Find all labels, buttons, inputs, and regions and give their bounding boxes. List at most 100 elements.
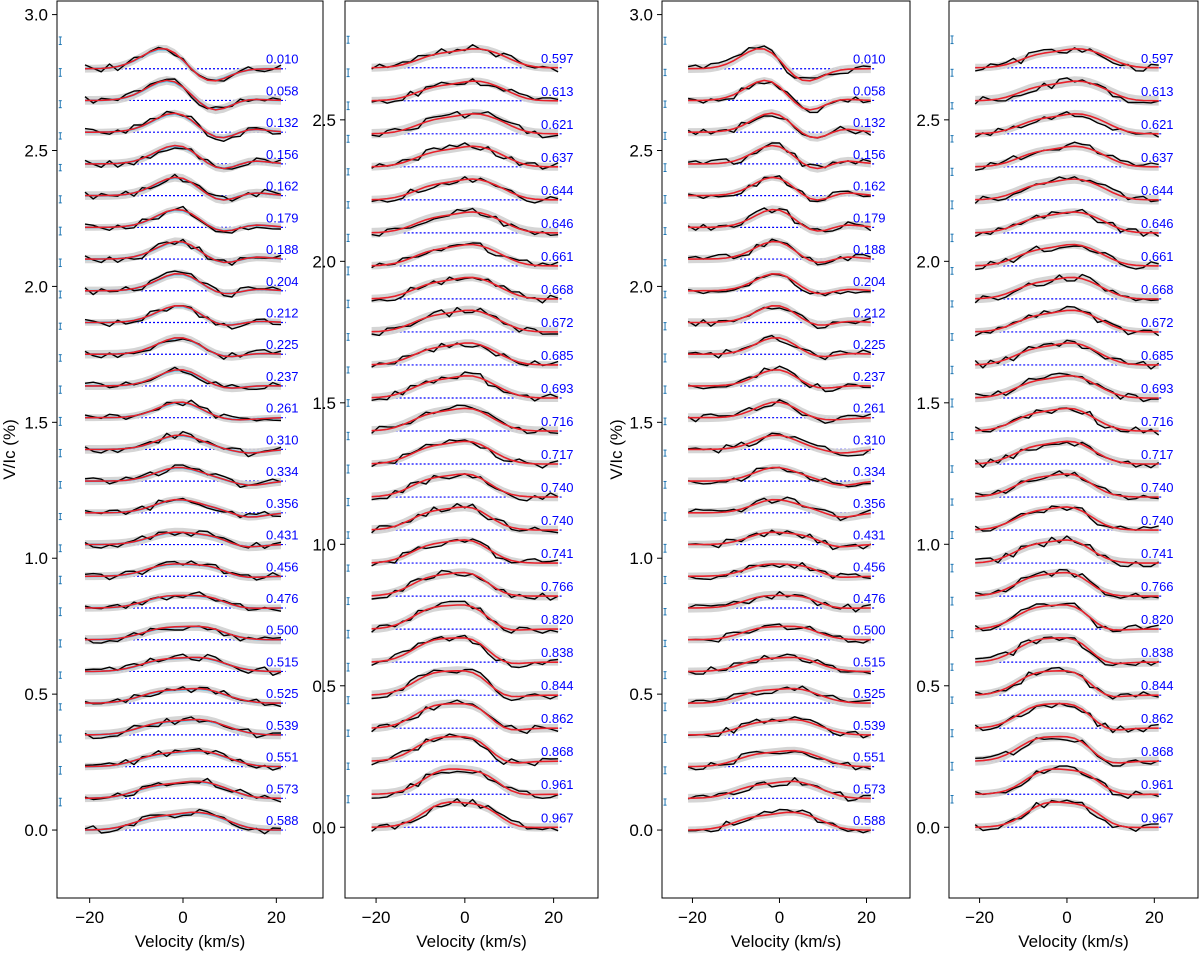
y-tick-label: 0.0: [24, 821, 48, 840]
phase-label: 0.204: [266, 274, 299, 289]
model-curve-0.644: [371, 178, 559, 201]
model-curve-0.862: [975, 702, 1159, 731]
uncertainty-band-0.646: [371, 207, 559, 238]
uncertainty-band-0.525: [85, 684, 281, 707]
y-tick-label: 2.0: [24, 277, 48, 296]
plot-frame: [344, 0, 599, 899]
phase-label: 0.356: [853, 496, 886, 511]
model-curve-0.212: [688, 305, 871, 326]
uncertainty-band-0.058: [688, 77, 871, 114]
model-curve-0.740: [371, 473, 559, 498]
phase-label: 0.766: [1141, 579, 1174, 594]
uncertainty-band-0.740: [371, 469, 559, 502]
observed-curve-0.637: [371, 142, 559, 170]
model-curve-0.838: [975, 637, 1159, 665]
uncertainty-band-0.740: [371, 502, 559, 535]
model-curve-0.597: [371, 48, 559, 69]
model-curve-0.668: [975, 276, 1159, 300]
model-curve-0.573: [688, 780, 871, 800]
model-curve-0.621: [975, 113, 1159, 135]
plot-area: [663, 36, 876, 834]
y-tick-label: 3.0: [24, 6, 48, 25]
phase-label: 0.156: [853, 147, 886, 162]
model-curve-0.356: [688, 498, 871, 518]
phase-label: 0.588: [266, 813, 299, 828]
observed-curve-0.476: [84, 591, 282, 612]
uncertainty-band-0.237: [85, 365, 281, 393]
phase-label: 0.156: [266, 147, 299, 162]
phase-label: 0.844: [541, 678, 574, 693]
model-curve-0.179: [688, 208, 871, 232]
observed-curve-0.961: [371, 770, 559, 799]
uncertainty-band-0.539: [85, 715, 281, 740]
phase-label: 0.716: [1141, 414, 1174, 429]
model-curve-0.740: [371, 506, 559, 531]
y-tick-label: 2.5: [916, 111, 940, 130]
phase-label: 0.668: [1141, 282, 1174, 297]
y-tick-label: 2.5: [24, 142, 48, 161]
plot-frame: [661, 0, 911, 899]
model-curve-0.058: [85, 79, 282, 111]
phase-label: 0.476: [266, 591, 299, 606]
model-curve-0.766: [975, 571, 1159, 597]
model-curve-0.525: [688, 687, 871, 704]
model-curve-0.868: [975, 735, 1159, 764]
model-curve-0.188: [688, 240, 871, 264]
phase-label: 0.476: [853, 591, 886, 606]
model-curve-0.310: [688, 434, 871, 454]
y-tick-label: 0.0: [312, 818, 336, 837]
model-curve-0.637: [975, 145, 1159, 168]
y-tick-label: 1.5: [24, 413, 48, 432]
model-curve-0.573: [84, 780, 282, 800]
phase-label: 0.212: [853, 306, 886, 321]
observed-curve-0.500: [688, 623, 872, 644]
observed-curve-0.225: [84, 338, 282, 360]
phase-label: 0.621: [1141, 117, 1174, 132]
x-tick-label: 0: [178, 908, 187, 927]
observed-curve-0.356: [687, 496, 872, 522]
phase-label: 0.672: [541, 315, 574, 330]
phase-label: 0.685: [541, 348, 574, 363]
model-curve-0.551: [688, 749, 871, 768]
model-curve-0.716: [975, 407, 1159, 432]
uncertainty-band-0.661: [975, 240, 1159, 270]
panel-2: 0.967 0.961 0.868 0.862 0.844 0.838 0.820 0.766…: [312, 0, 599, 951]
model-curve-0.741: [371, 539, 559, 564]
y-axis-label: V/Ic (%): [607, 419, 626, 479]
model-curve-0.525: [85, 687, 281, 704]
phase-label: 0.058: [853, 83, 886, 98]
phase-label: 0.862: [1141, 711, 1174, 726]
phase-label: 0.740: [1141, 480, 1174, 495]
x-tick-label: −20: [678, 908, 707, 927]
phase-label: 0.838: [1141, 645, 1174, 660]
model-curve-0.132: [85, 112, 282, 139]
phase-label: 0.010: [853, 52, 886, 67]
model-curve-0.179: [85, 208, 282, 232]
phase-label: 0.500: [266, 623, 299, 638]
model-curve-0.156: [688, 144, 871, 170]
plot-area: [346, 35, 563, 832]
x-axis-label: Velocity (km/s): [135, 932, 246, 951]
model-curve-0.225: [85, 337, 282, 358]
phase-label: 0.188: [266, 242, 299, 257]
plot-area: [58, 36, 286, 835]
observed-curve-0.456: [687, 562, 871, 581]
observed-curve-0.261: [84, 399, 282, 422]
model-curve-0.766: [371, 571, 559, 597]
model-curve-0.717: [371, 440, 559, 465]
phase-label: 0.204: [853, 274, 886, 289]
model-curve-0.237: [85, 369, 282, 389]
model-curve-0.716: [371, 407, 559, 432]
model-curve-0.162: [85, 176, 282, 201]
uncertainty-band-0.637: [975, 142, 1159, 171]
phase-label: 0.961: [541, 777, 574, 792]
uncertainty-band-0.010: [688, 44, 871, 86]
phase-label: 0.740: [541, 480, 574, 495]
model-curve-0.334: [688, 466, 871, 486]
model-curve-0.010: [688, 48, 871, 82]
phase-label: 0.551: [853, 750, 886, 765]
phase-label: 0.261: [266, 401, 299, 416]
model-curve-0.476: [688, 594, 871, 609]
phase-label: 0.588: [853, 813, 886, 828]
model-curve-0.225: [688, 337, 871, 358]
